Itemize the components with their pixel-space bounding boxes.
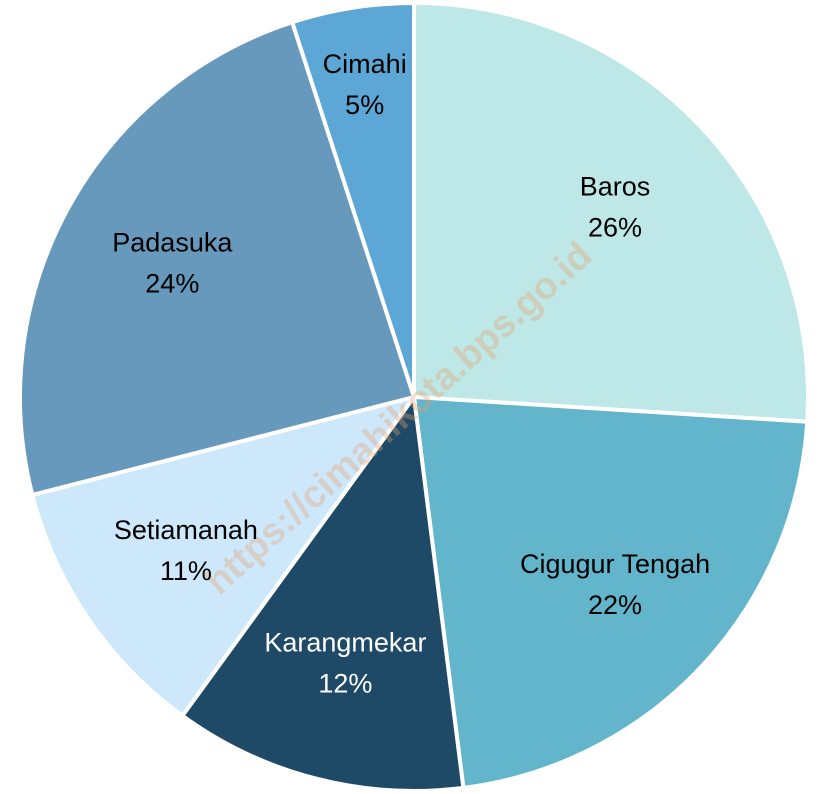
- slice-value-label: 11%: [160, 556, 212, 586]
- slice-label: Cigugur Tengah: [520, 549, 710, 579]
- slice-value-label: 26%: [588, 212, 642, 242]
- slice-value-label: 24%: [145, 268, 199, 298]
- slice: [411, 394, 810, 791]
- labels: Baros 26% Cigugur Tengah 22% Karangmekar 12% S…: [112, 49, 710, 698]
- slice-label: Padasuka: [112, 227, 233, 257]
- slice-label: Karangmekar: [264, 627, 426, 657]
- slice: [29, 393, 419, 719]
- slice-value-label: 22%: [588, 590, 642, 620]
- slices: [18, 0, 810, 793]
- slice: [18, 19, 417, 498]
- slice-label: Baros: [580, 171, 651, 201]
- slice-value-label: 5%: [345, 90, 384, 120]
- slice: [289, 0, 416, 398]
- slice-label: Cimahi: [323, 49, 407, 79]
- slice-label: Setiamanah: [114, 515, 258, 545]
- slice: [412, 0, 810, 424]
- slice: [179, 391, 466, 793]
- slice-value-label: 12%: [318, 668, 372, 698]
